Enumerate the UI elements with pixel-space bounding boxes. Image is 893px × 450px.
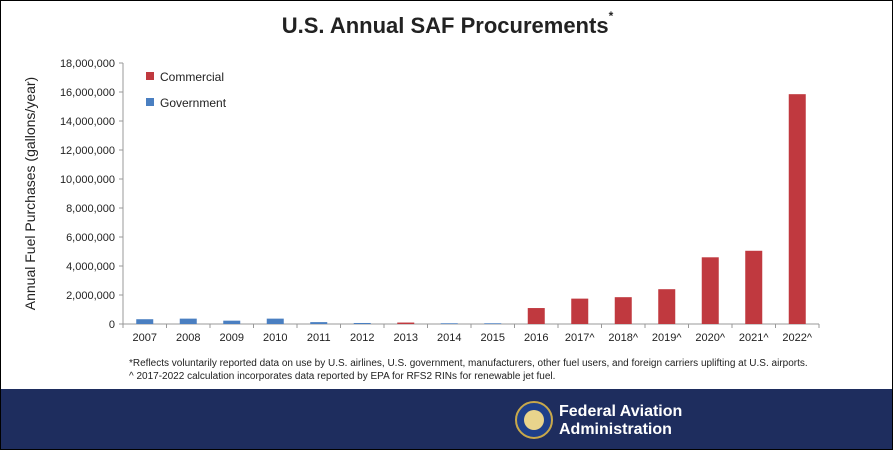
x-tick-label: 2012 [350,332,374,344]
y-tick-label: 2,000,000 [66,290,115,302]
x-tick-label: 2007 [133,332,157,344]
y-tick-label: 16,000,000 [60,87,115,99]
legend-label-commercial: Commercial [160,70,224,84]
commercial-bar [571,298,589,324]
title-footnote-mark: * [608,9,614,23]
x-tick-label: 2014 [437,332,461,344]
x-tick-label: 2016 [524,332,548,344]
x-tick-label: 2021^ [739,332,769,344]
x-tick-label: 2022^ [782,332,812,344]
legend-swatch-commercial [146,72,154,80]
y-tick-label: 18,000,000 [60,58,115,70]
x-tick-label: 2013 [394,332,418,344]
y-tick-label: 6,000,000 [66,232,115,244]
footnote-2: ^ 2017-2022 calculation incorporates dat… [129,371,556,382]
government-bar [179,318,197,324]
government-bar [353,322,371,324]
faa-wordmark-line2: Administration [559,421,672,438]
y-tick-label: 8,000,000 [66,203,115,215]
y-tick-label: 14,000,000 [60,116,115,128]
bar-chart: 0 2,000,000 4,000,000 6,000,000 8,000,000 10,… [22,58,820,344]
legend-label-government: Government [160,96,227,110]
y-axis-title: Annual Fuel Purchases (gallons/year) [22,77,38,310]
y-tick-label: 0 [109,319,115,331]
x-tick-label: 2008 [176,332,200,344]
government-bar [136,319,154,324]
commercial-bar [397,322,415,324]
x-tick-label: 2010 [263,332,287,344]
faa-wordmark: Federal Aviation Administration [559,403,682,439]
commercial-bar [788,94,806,324]
government-bar [223,320,241,324]
government-bar [266,318,284,324]
x-tick-label: 2011 [307,332,331,344]
y-tick-label: 4,000,000 [66,261,115,273]
faa-seal-center [524,410,544,430]
faa-banner [1,389,892,449]
faa-wordmark-line1: Federal Aviation [559,403,683,420]
x-tick-label: 2018^ [608,332,638,344]
x-tick-label: 2017^ [565,332,595,344]
commercial-bar [658,289,676,324]
commercial-bar [701,257,719,324]
commercial-bar [614,297,632,324]
x-tick-label: 2020^ [695,332,725,344]
government-bar [310,322,328,324]
chart-title-text: U.S. Annual SAF Procurements [281,13,609,38]
x-tick-label: 2015 [481,332,505,344]
x-tick-label: 2009 [220,332,244,344]
commercial-bar [745,250,763,324]
government-bar [484,323,502,324]
y-tick-label: 12,000,000 [60,145,115,157]
chart-title: U.S. Annual SAF Procurements* [1,9,892,39]
commercial-bar [527,308,545,324]
legend-swatch-government [146,98,154,106]
x-tick-label: 2019^ [652,332,682,344]
y-tick-label: 10,000,000 [60,174,115,186]
government-bar [440,323,458,324]
footnote-1: *Reflects voluntarily reported data on u… [129,358,808,369]
faa-seal-icon [515,401,553,439]
